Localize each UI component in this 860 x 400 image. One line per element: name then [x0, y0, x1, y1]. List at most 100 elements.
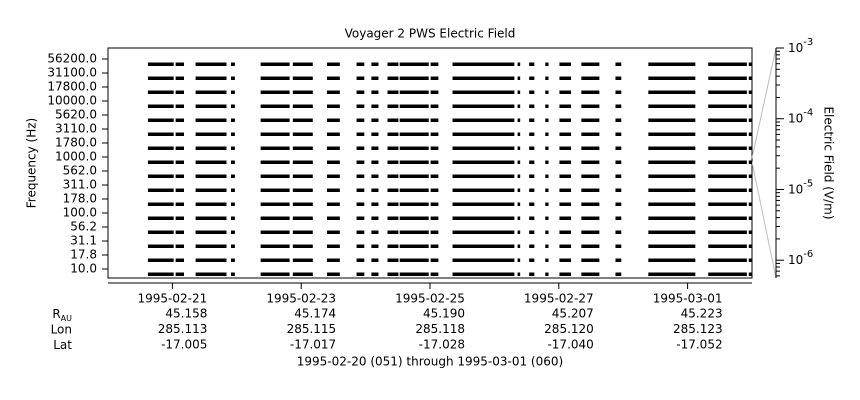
- channel-coverage: [708, 230, 747, 234]
- channel-coverage: [581, 104, 600, 108]
- channel-coverage: [371, 160, 379, 164]
- channel-coverage: [147, 118, 174, 122]
- channel-coverage: [356, 174, 365, 178]
- channel-coverage: [648, 230, 696, 234]
- channel-coverage: [175, 216, 184, 220]
- channel-coverage: [326, 272, 340, 276]
- y2-tick-base: 10: [788, 111, 803, 125]
- channel-coverage: [545, 62, 549, 66]
- channel-coverage: [545, 146, 549, 150]
- channel-coverage: [356, 272, 365, 276]
- channel-coverage: [748, 104, 752, 108]
- channel-coverage: [399, 76, 429, 80]
- x-tick-label: 1995-02-23: [266, 292, 336, 306]
- channel-coverage: [648, 174, 696, 178]
- channel-coverage: [559, 62, 572, 66]
- channel-coverage: [175, 76, 184, 80]
- ephemeris-value: 285.123: [673, 322, 723, 336]
- y2-tick-base: 10: [788, 253, 803, 267]
- channel-coverage: [581, 272, 600, 276]
- y-tick-label: 5620.0: [55, 108, 97, 122]
- channel-coverage: [356, 76, 365, 80]
- channel-coverage: [147, 188, 174, 192]
- channel-coverage: [147, 62, 174, 66]
- channel-coverage: [748, 188, 752, 192]
- channel-coverage: [260, 188, 290, 192]
- channel-coverage: [356, 202, 365, 206]
- channel-coverage: [648, 258, 696, 262]
- channel-coverage: [517, 188, 521, 192]
- channel-coverage: [545, 90, 549, 94]
- channel-coverage: [260, 104, 290, 108]
- channel-coverage: [231, 104, 235, 108]
- channel-coverage: [371, 258, 379, 262]
- channel-coverage: [292, 118, 313, 122]
- channel-coverage: [559, 132, 572, 136]
- channel-coverage: [708, 160, 747, 164]
- channel-coverage: [615, 202, 622, 206]
- channel-coverage: [195, 216, 227, 220]
- channel-coverage: [326, 146, 340, 150]
- channel-coverage: [529, 118, 535, 122]
- channel-coverage: [545, 244, 549, 248]
- channel-coverage: [231, 216, 235, 220]
- channel-coverage: [292, 216, 313, 220]
- channel-coverage: [260, 216, 290, 220]
- channel-coverage: [175, 202, 184, 206]
- channel-coverage: [387, 76, 399, 80]
- channel-coverage: [195, 160, 227, 164]
- y2-tick-exponent: -5: [803, 178, 813, 189]
- channel-coverage: [371, 62, 379, 66]
- channel-coverage: [399, 146, 429, 150]
- ephemeris-value: 285.120: [544, 322, 594, 336]
- channel-coverage: [399, 202, 429, 206]
- y-tick-label: 562.0: [63, 164, 97, 178]
- channel-coverage: [529, 90, 535, 94]
- channel-coverage: [371, 146, 379, 150]
- channel-coverage: [517, 258, 521, 262]
- channel-coverage: [175, 104, 184, 108]
- channel-coverage: [708, 188, 747, 192]
- channel-coverage: [356, 62, 365, 66]
- ephemeris-value: -17.017: [290, 338, 336, 352]
- channel-coverage: [615, 90, 622, 94]
- channel-coverage: [175, 146, 184, 150]
- channel-coverage: [615, 118, 622, 122]
- channel-coverage: [292, 104, 313, 108]
- ephemeris-value: 285.118: [415, 322, 465, 336]
- zoom-line: [751, 161, 777, 279]
- channel-coverage: [748, 132, 752, 136]
- row-label-main: Lon: [51, 322, 72, 336]
- channel-coverage: [430, 90, 439, 94]
- channel-coverage: [581, 160, 600, 164]
- channel-coverage: [231, 146, 235, 150]
- y-tick-label: 178.0: [63, 192, 97, 206]
- channel-coverage: [371, 174, 379, 178]
- y-tick-label: 100.0: [63, 206, 97, 220]
- channel-coverage: [292, 90, 313, 94]
- channel-coverage: [581, 76, 600, 80]
- y-tick-label: 56.2: [70, 220, 97, 234]
- channel-coverage: [648, 202, 696, 206]
- channel-coverage: [517, 62, 521, 66]
- channel-coverage: [615, 258, 622, 262]
- chart-title: Voyager 2 PWS Electric Field: [345, 27, 516, 41]
- y2-tick-label: 10-3: [788, 37, 813, 55]
- channel-coverage: [559, 174, 572, 178]
- channel-coverage: [545, 202, 549, 206]
- channel-coverage: [748, 272, 752, 276]
- channel-coverage: [430, 174, 439, 178]
- channel-coverage: [430, 216, 439, 220]
- channel-coverage: [292, 174, 313, 178]
- ephemeris-value: 45.174: [294, 307, 336, 321]
- channel-coverage: [371, 230, 379, 234]
- channel-coverage: [371, 132, 379, 136]
- channel-coverage: [260, 258, 290, 262]
- channel-coverage: [559, 160, 572, 164]
- channel-coverage: [517, 132, 521, 136]
- channel-coverage: [371, 216, 379, 220]
- channel-coverage: [545, 188, 549, 192]
- channel-coverage: [356, 244, 365, 248]
- channel-coverage: [748, 202, 752, 206]
- channel-coverage: [371, 202, 379, 206]
